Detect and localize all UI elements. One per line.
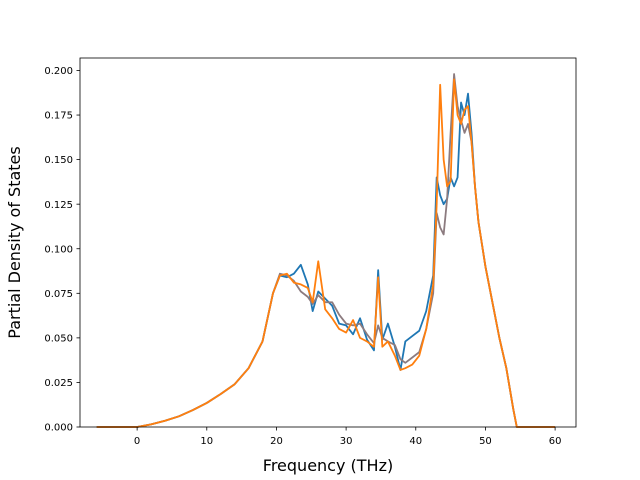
y-tick-label: 0.000 xyxy=(44,423,73,434)
y-tick-label: 0.075 xyxy=(44,289,73,300)
x-tick-label: 10 xyxy=(200,436,213,447)
y-tick-label: 0.175 xyxy=(44,111,73,122)
y-tick-label: 0.200 xyxy=(44,66,73,77)
y-tick-label: 0.150 xyxy=(44,155,73,166)
y-tick-label: 0.025 xyxy=(44,378,73,389)
y-tick-label: 0.050 xyxy=(44,333,73,344)
x-tick-label: 50 xyxy=(479,436,492,447)
x-tick-label: 0 xyxy=(134,436,140,447)
x-tick-label: 30 xyxy=(340,436,353,447)
y-tick-label: 0.100 xyxy=(44,244,73,255)
series-layer xyxy=(96,73,556,428)
x-tick-label: 40 xyxy=(409,436,422,447)
x-tick-label: 20 xyxy=(270,436,283,447)
x-axis-label: Frequency (THz) xyxy=(263,456,393,475)
axes-layer: 0 10 20 30 40 50 60 0.000 0.025 0.050 0.075 0.100 0.… xyxy=(44,57,577,447)
y-axis-label: Partial Density of States xyxy=(5,146,24,338)
x-tick-label: 60 xyxy=(549,436,562,447)
series-line-3 xyxy=(96,78,556,428)
y-tick-label: 0.125 xyxy=(44,200,73,211)
plot-frame xyxy=(79,57,577,428)
